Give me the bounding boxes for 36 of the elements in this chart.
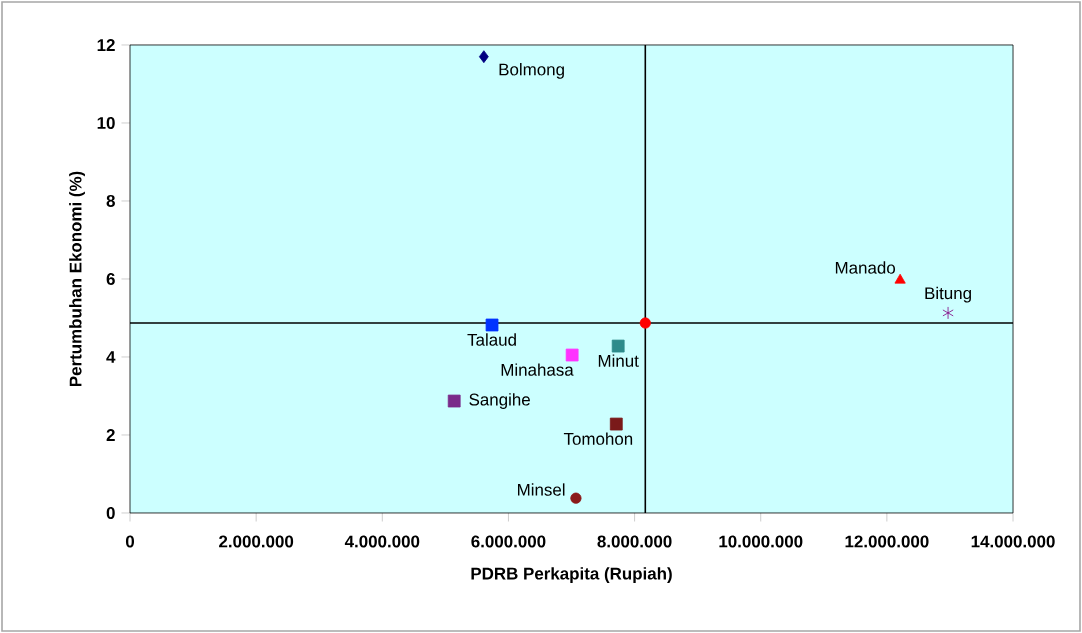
series-label: Sangihe: [469, 393, 530, 409]
x-axis-title: PDRB Perkapita (Rupiah): [471, 567, 672, 583]
x-tick-label: 2.000.000: [219, 535, 294, 548]
series-label: Minsel: [518, 483, 565, 496]
series-label: Manado: [835, 261, 896, 274]
point: [485, 318, 499, 332]
x-tick-label: 0: [125, 535, 135, 548]
y-tick-label: 6: [106, 273, 115, 285]
series-label: Bitung: [925, 286, 971, 303]
y-tick-label: 2: [106, 429, 115, 441]
x-tick-label: 10.000.000: [719, 535, 803, 548]
point: [478, 50, 489, 64]
series-label: Bolmong: [499, 63, 564, 79]
point: [894, 273, 906, 284]
series-label: Minahasa: [501, 363, 574, 376]
point: [609, 417, 623, 431]
x-tick-label: 14.000.000: [971, 535, 1055, 548]
point: [447, 394, 461, 408]
y-tick-label: 0: [106, 507, 115, 519]
x-tick-label: 8.000.000: [597, 535, 672, 548]
y-axis-title: Pertumbuhan Ekonomi (%): [69, 171, 85, 387]
y-tick-label: 8: [106, 195, 115, 207]
series-label: Minut: [598, 354, 639, 367]
y-tick-label: 10: [97, 116, 115, 129]
y-tick-label: 12: [97, 39, 115, 51]
point: [639, 317, 651, 329]
x-tick-label: 12.000.000: [845, 535, 929, 548]
point: [611, 339, 625, 353]
point: [942, 306, 954, 320]
series-label: Talaud: [467, 333, 516, 346]
point: [570, 492, 582, 504]
x-tick-label: 4.000.000: [344, 535, 420, 548]
y-tick-label: 4: [106, 351, 116, 363]
x-tick-label: 6.000.000: [471, 535, 546, 548]
point: [565, 348, 579, 362]
series-label: Tomohon: [563, 432, 633, 445]
